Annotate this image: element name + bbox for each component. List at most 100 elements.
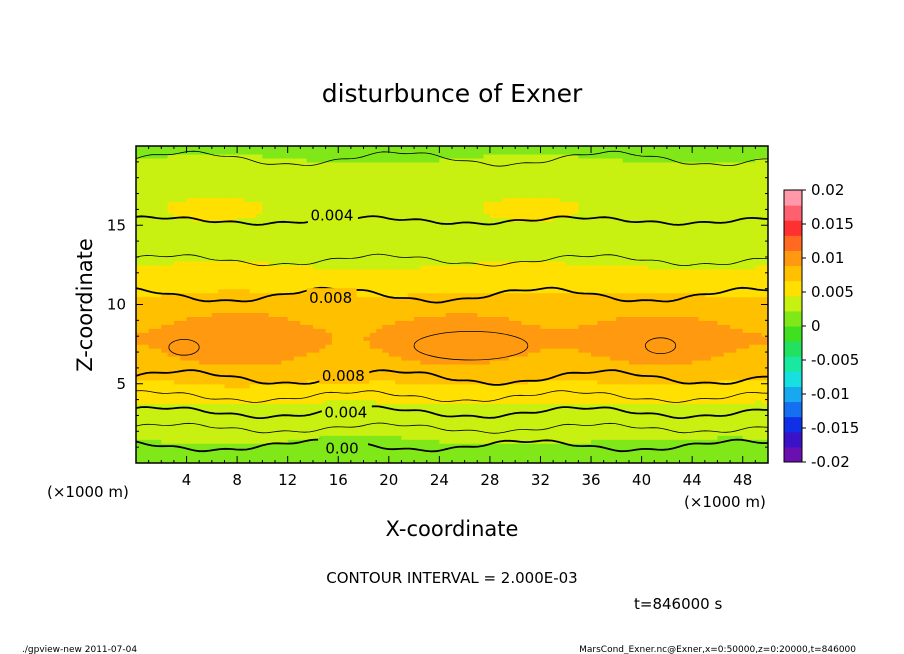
heatmap-cell	[395, 359, 403, 365]
heatmap-cell	[186, 149, 194, 155]
heatmap-cell	[452, 419, 459, 424]
heatmap-cell	[388, 181, 396, 187]
heatmap-cell	[306, 447, 314, 452]
heatmap-cell	[357, 284, 365, 290]
heatmap-cell	[218, 197, 226, 203]
heatmap-cell	[281, 324, 289, 329]
heatmap-cell	[268, 391, 276, 397]
heatmap-cell	[401, 193, 409, 199]
heatmap-cell	[281, 225, 289, 230]
heatmap-cell	[452, 169, 459, 175]
heatmap-cell	[230, 455, 238, 460]
heatmap-cell	[136, 395, 143, 401]
heatmap-cell	[382, 443, 390, 448]
heatmap-cell	[369, 367, 377, 373]
heatmap-cell	[369, 217, 377, 222]
heatmap-cell	[230, 407, 238, 413]
heatmap-cell	[262, 260, 270, 266]
heatmap-cell	[331, 256, 339, 262]
heatmap-cell	[407, 157, 415, 163]
heatmap-cell	[275, 209, 282, 214]
heatmap-cell	[268, 213, 276, 218]
heatmap-cell	[148, 367, 156, 373]
heatmap-cell	[470, 252, 478, 258]
heatmap-cell	[211, 316, 219, 321]
heatmap-cell	[357, 177, 365, 183]
heatmap-cell	[363, 181, 371, 187]
heatmap-cell	[458, 316, 466, 321]
heatmap-cell	[527, 459, 535, 463]
heatmap-cell	[395, 237, 403, 242]
heatmap-cell	[363, 245, 371, 250]
heatmap-cell	[515, 459, 523, 463]
heatmap-cell	[433, 252, 440, 258]
heatmap-cell	[192, 249, 200, 254]
heatmap-cell	[508, 332, 516, 337]
heatmap-cell	[218, 435, 226, 440]
heatmap-cell	[433, 272, 440, 278]
heatmap-cell	[136, 209, 143, 214]
heatmap-cell	[496, 411, 504, 417]
heatmap-cell	[382, 217, 390, 222]
heatmap-cell	[439, 316, 447, 321]
heatmap-cell	[331, 249, 339, 254]
heatmap-cell	[230, 320, 238, 325]
heatmap-cell	[350, 252, 358, 258]
heatmap-cell	[344, 340, 352, 345]
heatmap-cell	[369, 431, 377, 436]
heatmap-cell	[205, 304, 213, 310]
heatmap-cell	[199, 459, 207, 463]
heatmap-cell	[262, 391, 270, 397]
heatmap-cell	[312, 399, 320, 405]
heatmap-cell	[363, 173, 371, 179]
heatmap-cell	[464, 419, 472, 424]
heatmap-cell	[306, 284, 314, 290]
heatmap-cell	[414, 356, 421, 361]
heatmap-cell	[294, 245, 301, 250]
heatmap-cell	[180, 185, 188, 191]
heatmap-cell	[230, 149, 238, 155]
heatmap-cell	[275, 197, 282, 203]
heatmap-cell	[477, 292, 485, 298]
heatmap-cell	[300, 221, 308, 226]
heatmap-cell	[426, 229, 434, 234]
heatmap-cell	[433, 431, 440, 436]
heatmap-cell	[395, 375, 403, 381]
heatmap-cell	[186, 308, 194, 314]
heatmap-cell	[230, 260, 238, 266]
heatmap-cell	[483, 447, 491, 452]
heatmap-cell	[224, 165, 232, 171]
heatmap-cell	[218, 403, 226, 409]
heatmap-cell	[275, 149, 282, 155]
heatmap-cell	[376, 197, 384, 203]
heatmap-cell	[199, 336, 207, 341]
heatmap-cell	[369, 264, 377, 270]
heatmap-cell	[401, 387, 409, 393]
heatmap-cell	[199, 399, 207, 405]
heatmap-cell	[205, 435, 213, 440]
heatmap-cell	[496, 268, 504, 274]
heatmap-cell	[205, 233, 213, 238]
heatmap-cell	[294, 161, 301, 167]
heatmap-cell	[464, 264, 472, 270]
heatmap-cell	[256, 233, 263, 238]
heatmap-cell	[237, 391, 245, 397]
heatmap-cell	[262, 245, 270, 250]
heatmap-cell	[268, 157, 276, 163]
heatmap-cell	[527, 451, 535, 456]
heatmap-cell	[452, 316, 459, 321]
heatmap-cell	[306, 252, 314, 258]
heatmap-cell	[401, 439, 409, 444]
heatmap-cell	[445, 423, 453, 428]
heatmap-cell	[508, 403, 516, 409]
heatmap-cell	[224, 264, 232, 270]
heatmap-cell	[382, 205, 390, 210]
heatmap-cell	[275, 459, 282, 463]
heatmap-cell	[167, 379, 175, 385]
heatmap-cell	[338, 157, 346, 163]
heatmap-cell	[508, 272, 516, 278]
heatmap-cell	[426, 455, 434, 460]
heatmap-cell	[395, 324, 403, 329]
heatmap-cell	[161, 439, 169, 444]
heatmap-cell	[199, 455, 207, 460]
